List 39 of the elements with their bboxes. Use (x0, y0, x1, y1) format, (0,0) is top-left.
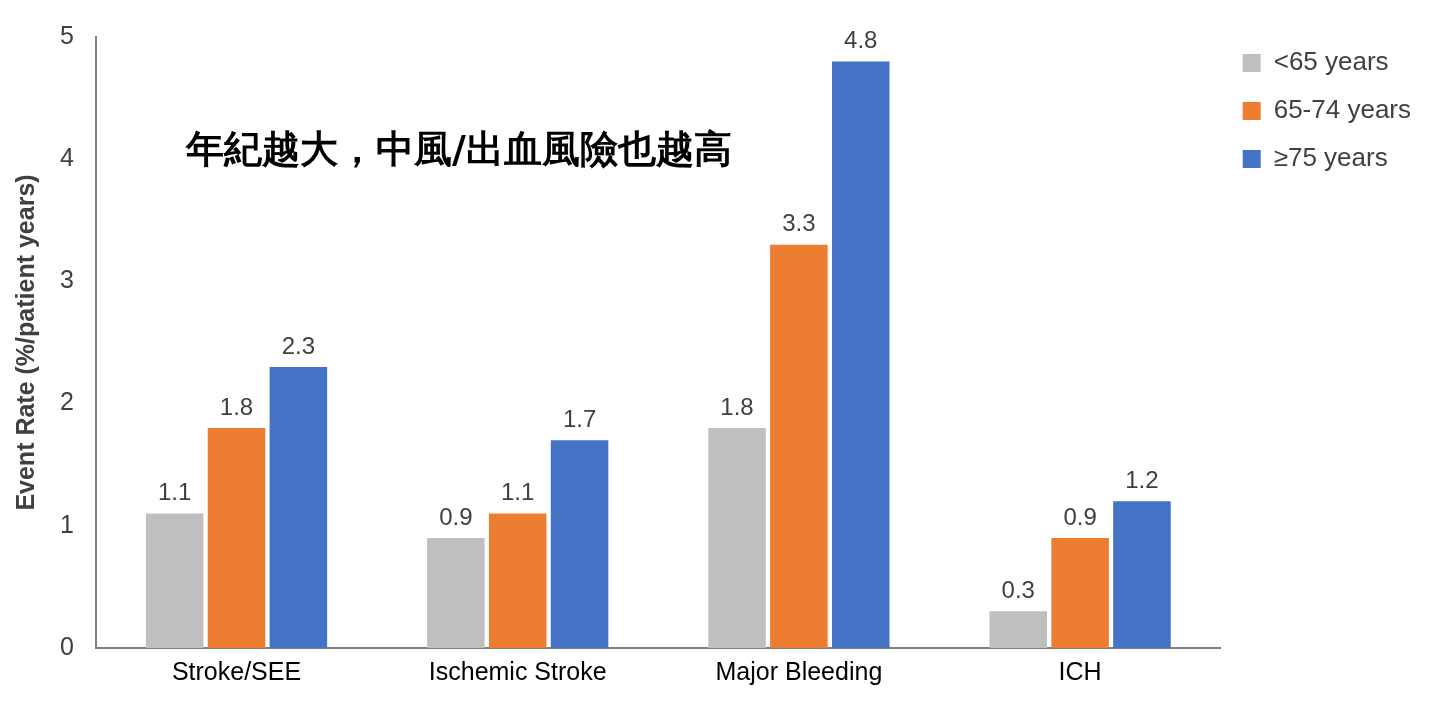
y-tick-label: 3 (60, 265, 74, 294)
data-label: 1.1 (501, 478, 535, 506)
bar (770, 244, 828, 648)
data-label: 2.3 (281, 331, 316, 359)
y-tick-label: 5 (60, 20, 74, 49)
bar (427, 538, 485, 648)
bar (989, 611, 1047, 648)
legend-label: 65-74 years (1273, 94, 1412, 125)
bar (269, 366, 328, 648)
data-label: 4.8 (844, 26, 878, 54)
bar (832, 61, 890, 648)
data-label: 1.8 (219, 392, 254, 420)
data-label: 1.7 (562, 404, 597, 432)
x-tick-label: Ischemic Stroke (428, 656, 607, 685)
text: 年紀越大，中風/出血風險也越高 (184, 126, 732, 171)
legend-label: ≥75 years (1273, 142, 1388, 173)
legend-label: <65 years (1273, 46, 1389, 77)
y-tick-label: 0 (60, 631, 74, 660)
bar (207, 428, 266, 648)
data-label: 1.1 (157, 478, 192, 506)
y-axis-title: Event Rate (%/patient years) (10, 174, 39, 511)
data-label: 3.3 (782, 209, 816, 237)
data-label: 0.3 (1001, 575, 1035, 603)
bar (1051, 538, 1109, 648)
x-tick-label: ICH (1058, 656, 1102, 685)
x-tick-label: Major Bleeding (715, 656, 883, 685)
data-label: 0.9 (1063, 502, 1097, 530)
x-tick-label: Stroke/SEE (171, 656, 302, 685)
y-tick-label: 1 (60, 509, 74, 538)
bar (708, 428, 766, 648)
y-tick-label: 4 (60, 143, 74, 172)
data-label: 1.8 (720, 392, 754, 420)
bar (550, 440, 609, 648)
data-label: 1.2 (1125, 465, 1159, 493)
y-tick-label: 2 (60, 387, 74, 416)
bar (488, 513, 547, 648)
bar (145, 513, 204, 648)
bar (1113, 501, 1171, 648)
data-label: 0.9 (439, 502, 473, 530)
